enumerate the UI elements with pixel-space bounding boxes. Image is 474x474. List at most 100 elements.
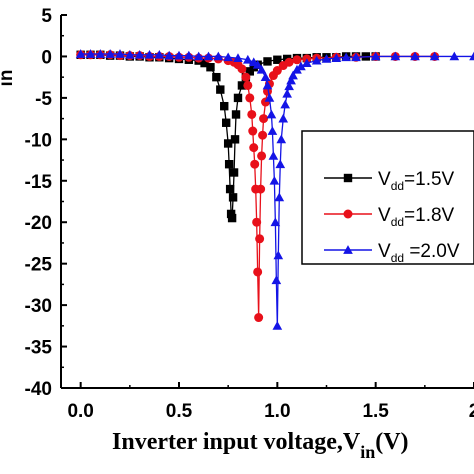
data-point xyxy=(220,101,229,111)
data-point xyxy=(449,51,460,61)
data-point xyxy=(206,63,215,72)
data-point xyxy=(256,184,266,194)
data-point xyxy=(257,151,267,161)
data-point xyxy=(252,59,263,69)
x-axis-title-unit: (V) xyxy=(375,429,408,455)
data-point xyxy=(213,51,224,61)
legend-label-sub: dd xyxy=(391,179,404,193)
data-point xyxy=(85,49,96,58)
data-point xyxy=(286,75,296,85)
legend-entry: Vdd=1.5V xyxy=(324,169,455,193)
data-point xyxy=(212,72,221,82)
legend-label: Vdd=1.8V xyxy=(378,205,455,229)
data-point xyxy=(247,109,257,119)
y-tick-label: 5 xyxy=(41,6,52,27)
series-3 xyxy=(75,49,474,330)
data-point xyxy=(237,64,247,74)
data-point xyxy=(230,135,240,144)
x-axis-title-main: Inverter input voltage,V xyxy=(112,429,361,455)
data-point xyxy=(269,175,280,185)
data-point xyxy=(227,213,237,223)
data-point xyxy=(296,61,306,71)
data-point xyxy=(274,192,285,202)
data-point xyxy=(203,51,214,61)
y-tick-label: -35 xyxy=(25,338,53,359)
data-point xyxy=(223,52,233,62)
y-tick-label: -40 xyxy=(25,379,52,400)
data-point xyxy=(245,93,255,103)
data-point xyxy=(370,51,381,61)
legend-entry: Vdd=1.8V xyxy=(324,205,455,229)
data-point xyxy=(225,184,235,194)
data-point xyxy=(115,49,125,58)
data-point xyxy=(292,55,302,65)
data-point xyxy=(284,57,294,67)
data-point xyxy=(216,85,225,94)
data-point xyxy=(222,118,231,127)
data-point xyxy=(271,275,282,285)
data-point xyxy=(258,130,268,140)
data-point xyxy=(184,50,194,60)
x-tick-label: 2 xyxy=(469,401,474,422)
y-tick-label: 0 xyxy=(41,47,52,68)
data-point xyxy=(259,114,269,124)
data-point xyxy=(282,88,292,98)
data-point xyxy=(249,143,259,153)
legend-label: Vdd=1.5V xyxy=(378,169,455,193)
legend-swatch-marker xyxy=(343,173,353,183)
x-axis-title: Inverter input voltage,Vin(V) xyxy=(112,429,409,462)
legend-label-main: V xyxy=(378,241,391,262)
series-layer xyxy=(75,49,474,330)
legend-entry: Vdd =2.0V xyxy=(324,241,460,265)
data-point xyxy=(224,160,234,169)
legend-label-main: V xyxy=(378,169,391,190)
data-point xyxy=(469,51,474,61)
data-point xyxy=(233,93,243,103)
data-point xyxy=(288,70,298,80)
legend-label-rest: =1.5V xyxy=(404,169,455,190)
legend-label-sub: dd xyxy=(391,215,404,229)
data-point xyxy=(321,54,332,63)
data-point xyxy=(231,110,241,119)
data-point xyxy=(164,50,174,60)
x-tick-label: 0.5 xyxy=(166,401,193,422)
data-point xyxy=(276,134,287,144)
data-point xyxy=(243,80,253,90)
data-point xyxy=(284,81,294,91)
y-tick-label: -25 xyxy=(25,255,53,276)
data-point xyxy=(331,53,342,62)
data-point xyxy=(273,250,284,260)
data-point xyxy=(252,217,262,227)
legend-label-rest: =2.0V xyxy=(404,241,460,262)
legend-label-rest: =1.8V xyxy=(404,205,455,226)
data-point xyxy=(241,72,251,82)
data-point xyxy=(272,66,282,76)
x-tick-label: 1.5 xyxy=(362,401,389,422)
data-point xyxy=(266,109,277,119)
data-point xyxy=(229,168,239,177)
legend-swatch-marker xyxy=(343,245,353,254)
y-tick-label: -15 xyxy=(25,172,53,193)
legend-label-sub: dd xyxy=(391,251,404,265)
legend-box xyxy=(301,130,474,265)
data-point xyxy=(429,51,440,61)
data-point xyxy=(272,321,283,330)
data-point xyxy=(260,72,271,82)
data-point xyxy=(95,49,106,58)
data-point xyxy=(254,313,264,323)
data-point xyxy=(223,139,233,148)
data-point xyxy=(200,58,209,68)
data-point xyxy=(233,53,243,62)
legend-swatch-marker xyxy=(343,209,353,219)
data-point xyxy=(278,113,289,123)
data-point xyxy=(144,49,155,59)
data-point xyxy=(410,51,420,61)
data-point xyxy=(250,159,260,169)
data-point xyxy=(341,52,351,62)
x-tick-label: 1.0 xyxy=(264,401,290,422)
data-point xyxy=(275,159,286,169)
data-point xyxy=(302,58,312,67)
data-point xyxy=(390,51,401,61)
